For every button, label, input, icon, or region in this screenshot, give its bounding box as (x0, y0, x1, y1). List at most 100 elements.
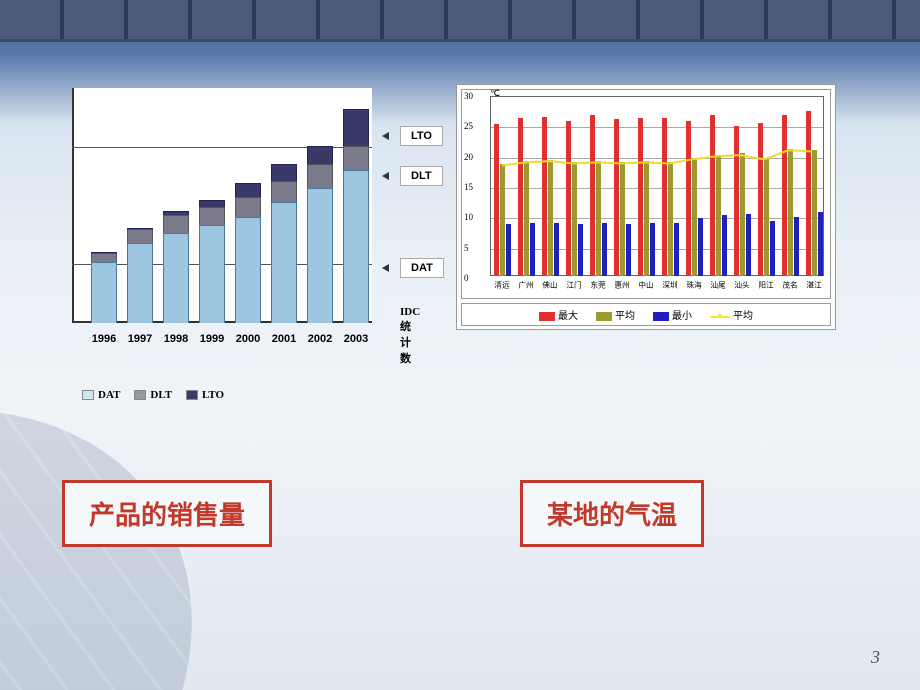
chart1-bar-segment-DLT (235, 197, 261, 217)
chart2-bar-平均 (620, 162, 625, 276)
chart1-bar-segment-DLT (91, 253, 117, 262)
chart1-bar-column (91, 252, 117, 323)
chart1-callout-LTO: LTO (400, 126, 443, 146)
right-title-box: 某地的气温 (520, 480, 704, 547)
chart2-bar-最小 (698, 218, 703, 276)
chart2-bar-最小 (626, 224, 631, 276)
content-layer: 0500100015002000 19961997199819992000200… (0, 0, 920, 690)
idc-stats-label: IDC 统 计 数 (400, 306, 420, 366)
chart1-bars (72, 88, 372, 323)
chart1-bar-segment-DLT (307, 164, 333, 188)
chart2-bar-最小 (578, 224, 583, 276)
chart2-xlabel: 东莞 (590, 279, 605, 290)
chart2-ytick: 0 (464, 273, 469, 283)
chart2-bar-最小 (530, 223, 535, 276)
chart2-legend-item: 最小 (653, 307, 692, 322)
chart1-bar-segment-DLT (163, 215, 189, 233)
chart2-plot-area: ℃ 清远广州佛山江门东莞惠州中山深圳珠海汕尾汕头阳江茂名湛江 051015202… (461, 89, 831, 299)
chart2-bar-最大 (710, 115, 715, 276)
chart2-bar-平均 (572, 162, 577, 276)
chart2-legend: 最大 平均 最小 平均 (461, 303, 831, 326)
chart1-bar-segment-DAT (235, 217, 261, 323)
chart2-bar-最大 (590, 115, 595, 276)
chart1-bar-column (235, 183, 261, 323)
chart1-xlabel: 1999 (200, 333, 224, 345)
chart1-bar-segment-DLT (271, 181, 297, 202)
chart1-bar-segment-LTO (199, 200, 225, 207)
chart1-xlabel: 1996 (92, 333, 116, 345)
chart1-bar-column (127, 228, 153, 323)
chart2-ytick: 10 (464, 212, 473, 222)
chart1-legend: DAT DLT LTO (82, 384, 322, 406)
chart1-bar-column (271, 164, 297, 323)
chart1-bar-column (199, 200, 225, 323)
chart2-bar-最大 (494, 124, 499, 276)
chart2-bar-最小 (554, 223, 559, 276)
chart1-bar-segment-DLT (343, 146, 369, 171)
chart2-bar-平均 (740, 153, 745, 276)
chart2-legend-item: 平均 (596, 307, 635, 322)
chart2-xlabel: 阳江 (758, 279, 773, 290)
chart2-bar-平均 (524, 161, 529, 276)
chart1-bar-segment-DAT (127, 243, 153, 323)
chart2-ytick: 30 (464, 91, 473, 101)
chart1-bar-column (307, 146, 333, 323)
chart1-bar-segment-DAT (271, 202, 297, 323)
chart1-bar-segment-DAT (307, 188, 333, 323)
chart2-bar-平均 (668, 162, 673, 276)
chart1-callout-DLT: DLT (400, 166, 443, 186)
chart2-xlabel: 湛江 (806, 279, 821, 290)
chart2-ytick: 25 (464, 121, 473, 131)
arrow-icon (382, 172, 389, 180)
page-number: 3 (871, 647, 880, 668)
chart1-bar-segment-LTO (235, 183, 261, 197)
chart1-bar-segment-LTO (271, 164, 297, 180)
chart2-bar-最大 (782, 115, 787, 276)
chart1-bar-segment-DLT (127, 229, 153, 243)
chart1-legend-item: LTO (186, 389, 224, 401)
chart2-bar-平均 (812, 150, 817, 276)
chart2-bar-平均 (716, 155, 721, 276)
chart1-xlabel: 2002 (308, 333, 332, 345)
sales-chart: 0500100015002000 19961997199819992000200… (22, 88, 372, 356)
chart2-bar-最大 (566, 121, 571, 276)
chart1-xlabel: 2000 (236, 333, 260, 345)
chart2-xlabel: 佛山 (542, 279, 557, 290)
chart2-bar-最小 (722, 215, 727, 276)
chart2-xlabel: 中山 (638, 279, 653, 290)
chart2-bar-最大 (734, 126, 739, 276)
chart2-ytick: 5 (464, 243, 469, 253)
chart2-bar-最小 (818, 212, 823, 276)
chart2-xlabel: 汕尾 (710, 279, 725, 290)
chart1-xlabel: 1998 (164, 333, 188, 345)
chart2-xlabel: 深圳 (662, 279, 677, 290)
chart2-ytick: 20 (464, 152, 473, 162)
arrow-icon (382, 132, 389, 140)
chart1-legend-item: DLT (134, 389, 172, 401)
chart2-bar-最大 (542, 117, 547, 276)
chart2-bar-最大 (686, 121, 691, 276)
chart1-bar-column (163, 211, 189, 323)
chart2-bar-平均 (644, 161, 649, 276)
chart2-xlabel: 江门 (566, 279, 581, 290)
chart2-bar-最大 (638, 118, 643, 276)
chart2-xlabel: 茂名 (782, 279, 797, 290)
chart2-bar-最大 (662, 118, 667, 276)
chart2-bar-最大 (614, 119, 619, 276)
chart1-bar-segment-DAT (343, 170, 369, 323)
chart2-legend-item: 最大 (539, 307, 578, 322)
chart2-bar-平均 (692, 158, 697, 276)
chart1-legend-item: DAT (82, 389, 120, 401)
chart2-bar-最大 (518, 118, 523, 276)
chart1-x-labels: 19961997199819992000200120022003 (72, 333, 372, 351)
chart1-xlabel: 2001 (272, 333, 296, 345)
chart2-bar-最小 (674, 223, 679, 276)
arrow-icon (382, 264, 389, 272)
chart1-bar-column (343, 109, 369, 323)
chart2-legend-item: 平均 (710, 307, 753, 322)
chart2-bar-最小 (746, 214, 751, 276)
chart2-bar-最小 (506, 224, 511, 276)
chart1-callout-DAT: DAT (400, 258, 444, 278)
chart2-xlabel: 清远 (494, 279, 509, 290)
chart1-bar-segment-LTO (307, 146, 333, 165)
